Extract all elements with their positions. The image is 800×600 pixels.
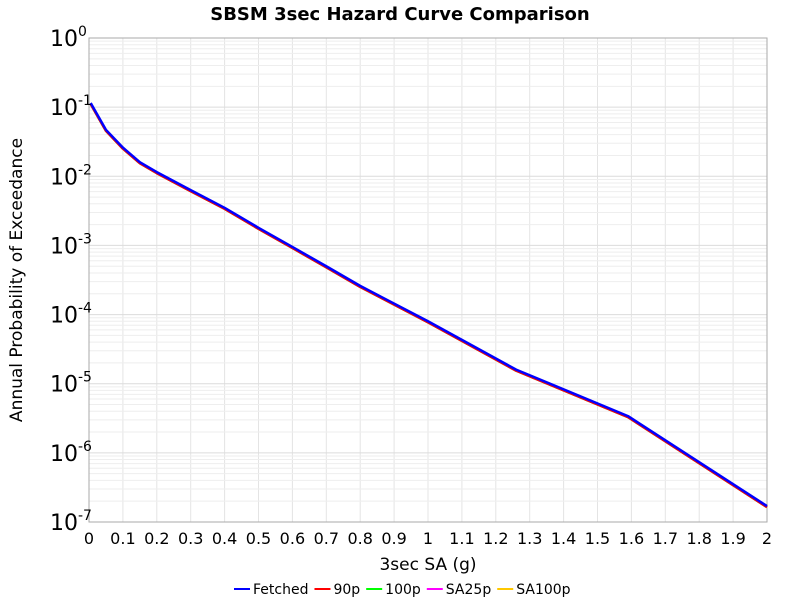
x-tick-label: 0.5 [246, 529, 271, 548]
legend-item-sa25p: SA25p [426, 582, 492, 598]
x-tick-label: 0.9 [381, 529, 406, 548]
x-axis-label: 3sec SA (g) [379, 555, 476, 575]
y-axis-label: Annual Probability of Exceedance [7, 138, 27, 422]
x-tick-label: 1.4 [551, 529, 576, 548]
legend-label: Fetched [253, 582, 308, 598]
x-tick-label: 1.3 [517, 529, 542, 548]
y-tick-label: 10-7 [50, 508, 92, 536]
x-tick-label: 0.1 [110, 529, 135, 548]
y-tick-label: 10-6 [50, 439, 92, 467]
legend-item-sa100p: SA100p [497, 582, 571, 598]
x-tick-label: 1.7 [653, 529, 678, 548]
x-tick-label: 0.2 [144, 529, 169, 548]
x-tick-label: 1.2 [483, 529, 508, 548]
y-ticks: 100 10-1 10-2 10-3 10-4 10-5 10-6 10-7 [50, 24, 92, 536]
chart-title: SBSM 3sec Hazard Curve Comparison [210, 4, 590, 25]
x-tick-label: 1.1 [449, 529, 474, 548]
x-tick-label: 1.6 [619, 529, 644, 548]
legend-item-100p: 100p [366, 582, 421, 598]
plot-area [88, 37, 768, 523]
x-tick-label: 0 [84, 529, 94, 548]
x-tick-label: 0.6 [280, 529, 305, 548]
x-tick-label: 1.5 [585, 529, 610, 548]
legend-label: SA25p [446, 582, 492, 598]
y-tick-label: 10-1 [50, 93, 92, 121]
x-tick-label: 0.4 [212, 529, 237, 548]
x-tick-label: 1.9 [720, 529, 745, 548]
x-tick-label: 0.3 [178, 529, 203, 548]
x-tick-label: 2 [762, 529, 772, 548]
y-tick-label: 10-3 [50, 231, 92, 259]
grid [88, 38, 768, 523]
legend-item-90p: 90p [314, 582, 360, 598]
x-tick-label: 0.7 [314, 529, 339, 548]
x-tick-label: 1 [423, 529, 433, 548]
series-line-fetched [89, 102, 768, 508]
legend-label: 90p [333, 582, 360, 598]
legend-label: 100p [385, 582, 421, 598]
legend-label: SA100p [516, 582, 570, 598]
y-tick-label: 10-4 [50, 301, 92, 329]
x-tick-label: 1.8 [686, 529, 711, 548]
y-tick-label: 10-5 [50, 370, 92, 398]
y-tick-label: 10-2 [50, 162, 92, 190]
x-tick-label: 0.8 [347, 529, 372, 548]
y-tick-label: 100 [50, 24, 87, 52]
legend: Fetched 90p 100p SA25p SA100p [234, 582, 571, 598]
legend-item-fetched: Fetched [234, 582, 308, 598]
x-ticks: 0 0.1 0.2 0.3 0.4 0.5 0.6 0.7 0.8 0.9 1 1.1 1.2 1.3 1.… [84, 529, 772, 548]
series-lines [89, 102, 768, 509]
